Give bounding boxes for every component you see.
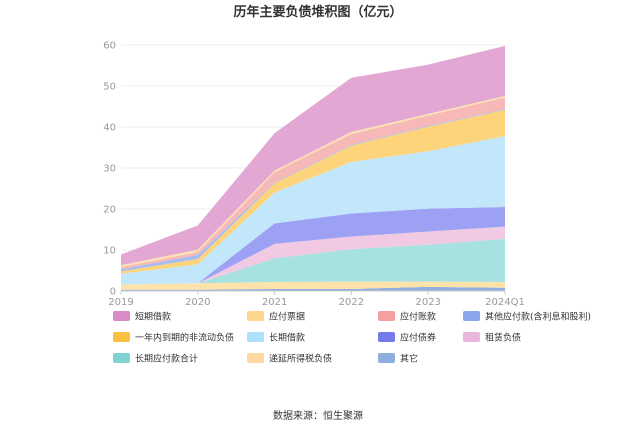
legend-label: 其他应付款(含利息和股利) [485,311,591,323]
y-tick-label: 60 [103,41,116,52]
legend-item-其它[interactable]: 其它 [378,353,418,365]
legend-label: 长期借款 [269,332,305,344]
x-tick-label: 2020 [185,297,210,308]
legend-swatch [378,353,395,363]
legend-label: 递延所得税负债 [269,353,332,365]
area-series-租赁负债 [121,226,505,285]
area-series-应付债券 [121,206,505,285]
x-axis: 2019 2020 2021 2022 2023 2024Q1 [108,290,525,308]
legend-item-其他应付款-含利息和股利-[interactable]: 其他应付款(含利息和股利) [463,311,591,323]
x-tick-label: 2021 [262,297,287,308]
legend-swatch [113,353,130,363]
area-series-应付账款 [121,97,505,270]
y-tick-label: 50 [103,82,116,93]
y-tick-label: 0 [110,287,116,298]
legend-label: 应付票据 [269,311,305,323]
area-series-短期借款 [121,45,505,266]
legend-swatch [463,311,480,321]
legend-label: 一年内到期的非流动负债 [135,332,234,344]
legend-label: 短期借款 [135,311,171,323]
area-series-长期借款 [121,136,505,285]
legend-label: 其它 [400,353,418,365]
legend-swatch [247,311,264,321]
legend-label: 应付债券 [400,332,436,344]
legend-item-长期借款[interactable]: 长期借款 [247,332,305,344]
legend-item-递延所得税负债[interactable]: 递延所得税负债 [247,353,332,365]
x-tick-label: 2019 [108,297,133,308]
legend-label: 长期应付款合计 [135,353,198,365]
y-tick-label: 30 [103,164,116,175]
area-series-长期应付款合计 [121,238,505,285]
legend-item-应付账款[interactable]: 应付账款 [378,311,436,323]
legend: 短期借款 应付票据 应付账款 其他应付款(含利息和股利) 一年内到期的非流动负债 长期借款… [113,311,591,365]
y-tick-label: 10 [103,246,116,257]
legend-swatch [247,353,264,363]
y-tick-label: 40 [103,123,116,134]
legend-label: 租赁负债 [485,332,521,344]
legend-item-一年内到期的非流动负债[interactable]: 一年内到期的非流动负债 [113,332,234,344]
legend-swatch [113,311,130,321]
data-source-text: 数据来源：恒生聚源 [273,409,363,422]
legend-item-长期应付款合计[interactable]: 长期应付款合计 [113,353,198,365]
legend-item-短期借款[interactable]: 短期借款 [113,311,171,323]
x-tick-label: 2023 [415,297,440,308]
y-tick-label: 20 [103,205,116,216]
x-tick-label: 2024Q1 [485,297,525,308]
area-series-一年内到期的非流动负债 [121,109,505,274]
area-series-递延所得税负债 [121,281,505,290]
x-tick-label: 2022 [339,297,364,308]
legend-item-应付债券[interactable]: 应付债券 [378,332,436,344]
legend-swatch [463,332,480,342]
chart-title: 历年主要负债堆积图（亿元） [233,4,402,20]
legend-label: 应付账款 [400,311,436,323]
legend-swatch [378,311,395,321]
area-series-group [121,45,505,291]
legend-swatch [247,332,264,342]
y-axis: 0 10 20 30 40 50 60 [103,41,116,298]
legend-swatch [113,332,130,342]
legend-item-应付票据[interactable]: 应付票据 [247,311,305,323]
legend-item-租赁负债[interactable]: 租赁负债 [463,332,521,344]
legend-swatch [378,332,395,342]
